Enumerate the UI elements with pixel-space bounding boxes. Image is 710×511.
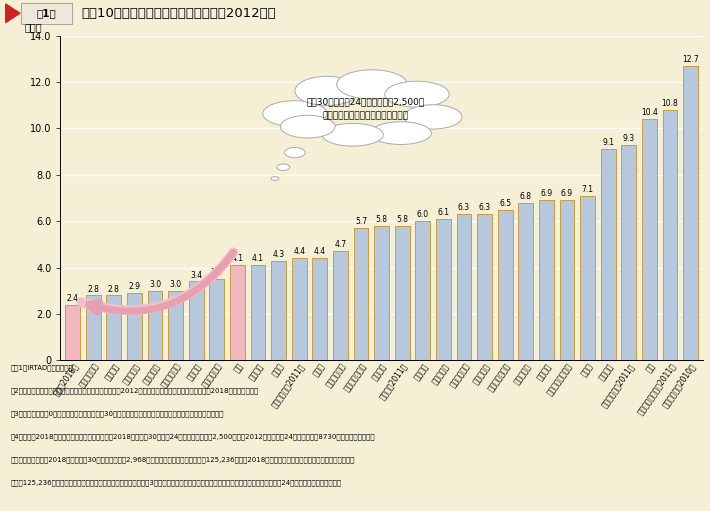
Bar [498,210,513,360]
Text: 4.4: 4.4 [293,247,305,257]
Ellipse shape [385,81,449,107]
Text: を乘じることで2018年におけゃ30日以内死者数を2,968人と推定し，この推定死者数と125,236千人（2018年における日本の予測人口）を用いて算出した: を乘じることで2018年におけゃ30日以内死者数を2,968人と推定し，この推定… [11,456,355,463]
Text: 4　日本（2018年）の数値は，政府方针である2018年（平成30年）の24時間死者数の目标2,500人に，2012年の日本の24時間死者数〆8730日以内死者: 4 日本（2018年）の数値は，政府方针である2018年（平成30年）の24時間… [11,433,376,440]
Bar [477,214,492,360]
Ellipse shape [280,115,335,138]
Bar [621,145,636,360]
Bar [333,251,348,360]
Bar [374,226,389,360]
Bar [230,265,245,360]
Bar [683,66,698,360]
Polygon shape [6,4,20,22]
Bar [292,258,307,360]
Text: 3.4: 3.4 [190,271,202,280]
Text: 10.8: 10.8 [662,99,678,108]
Text: 4.1: 4.1 [231,254,244,263]
Ellipse shape [263,101,327,127]
Ellipse shape [295,76,359,106]
Bar [559,200,574,360]
Bar [271,261,286,360]
Text: （人）: （人） [25,22,43,33]
FancyArrowPatch shape [82,252,234,310]
Bar [189,282,204,360]
Text: 4.4: 4.4 [314,247,326,257]
Text: 4.3: 4.3 [273,250,285,259]
Text: 10.4: 10.4 [641,108,657,118]
Text: 6.5: 6.5 [499,199,511,208]
Text: 3.0: 3.0 [149,280,161,289]
Text: 注、1　IRTAD資料による。: 注、1 IRTAD資料による。 [11,364,73,371]
Text: 4.1: 4.1 [252,254,264,263]
Ellipse shape [371,122,432,145]
Text: 9.1: 9.1 [602,138,614,148]
Bar [106,295,121,360]
Bar [127,293,142,360]
Bar [251,265,266,360]
Bar [86,295,101,360]
Text: 2.8: 2.8 [108,285,120,293]
FancyArrowPatch shape [89,252,234,312]
Text: 6.1: 6.1 [437,208,449,217]
Bar [354,228,368,360]
Text: 6.3: 6.3 [458,203,470,213]
Text: 5.7: 5.7 [355,217,367,226]
Text: 平成30年までに24時間死者数を2,500人
以下とする政府目標を達成した場合: 平成30年までに24時間死者数を2,500人 以下とする政府目標を達成した場合 [307,98,425,120]
Text: 2.4: 2.4 [67,294,79,303]
Text: 3.5: 3.5 [211,268,223,277]
Bar [539,200,554,360]
Text: 5.8: 5.8 [396,215,408,224]
Text: 6.9: 6.9 [540,190,552,198]
Circle shape [277,164,290,171]
Bar [312,258,327,360]
Text: （125,236千人は国立社会保障・人口問題研究所「総人口年齢3区分別人口及び年齢構造係数：出生中位（死亡中位）推計」（平成24年１月推計）より引用）。: （125,236千人は国立社会保障・人口問題研究所「総人口年齢3区分別人口及び年… [11,479,342,486]
Bar [642,119,657,360]
Bar [148,291,163,360]
Bar [457,214,471,360]
Text: 4.7: 4.7 [334,241,346,249]
Text: 6.3: 6.3 [479,203,491,213]
Text: 3.0: 3.0 [170,280,182,289]
Ellipse shape [404,105,462,129]
Ellipse shape [322,123,383,146]
Bar [415,221,430,360]
Text: 2.9: 2.9 [129,282,141,291]
Text: 第1図: 第1図 [37,8,57,18]
Bar [65,305,80,360]
FancyBboxPatch shape [21,3,72,24]
Bar [601,149,616,360]
Bar [580,196,595,360]
Bar [662,110,677,360]
Text: 2.8: 2.8 [87,285,99,293]
Text: 6.0: 6.0 [417,211,429,219]
Text: 5.8: 5.8 [376,215,388,224]
Text: 6.9: 6.9 [561,190,573,198]
Ellipse shape [337,70,408,99]
Bar [518,203,533,360]
Bar [168,291,183,360]
Text: 人口10万人当たりの交通事故死者数（2012年）: 人口10万人当たりの交通事故死者数（2012年） [82,7,276,20]
Text: 2　国名に年数（西暦）の括弧書きがある場合を除き，2012年の数値である。（ただし，「日本（2018）」を除く。）: 2 国名に年数（西暦）の括弧書きがある場合を除き，2012年の数値である。（ただ… [11,387,259,394]
Bar [395,226,410,360]
Text: 7.1: 7.1 [581,185,594,194]
Bar [436,219,451,360]
Circle shape [285,147,305,158]
Text: 12.7: 12.7 [682,55,699,64]
Text: 6.8: 6.8 [520,192,532,201]
Bar [209,279,224,360]
Circle shape [271,177,279,180]
Text: 3　数値は全てっ0日以内死者（事故発生から30日以内に亡くなった人）のデータを基に算出されている。: 3 数値は全てっ0日以内死者（事故発生から30日以内に亡くなった人）のデータを基… [11,410,224,417]
Text: 9.3: 9.3 [623,134,635,143]
